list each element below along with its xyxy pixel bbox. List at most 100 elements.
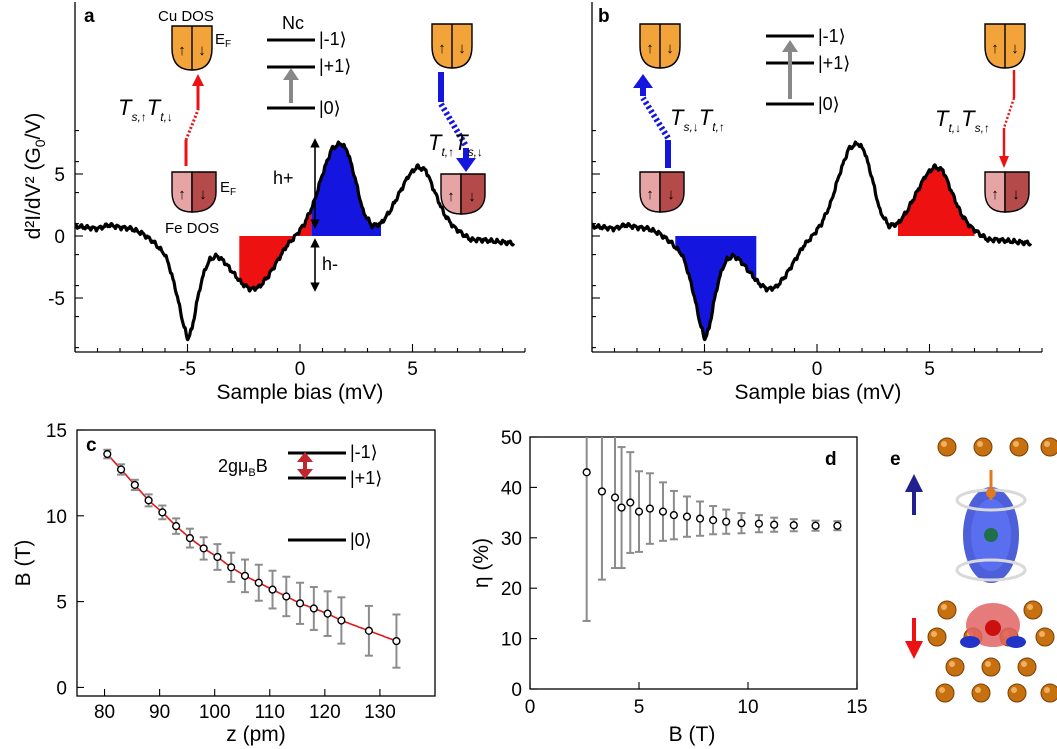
c-level-plus1-label: |+1⟩ [350, 468, 382, 488]
panel-c-ticks: 80 90 100 110 120 130 0 5 10 15 [46, 421, 396, 723]
b-cu-dos-icon-left: ↑ ↓ [639, 23, 681, 69]
b-level-plus1-label: |+1⟩ [818, 53, 850, 73]
fe-dos-icon-right: ↑ ↓ [440, 173, 486, 215]
panel-a-left-process-arrow [184, 74, 204, 166]
copper-atom [1040, 683, 1057, 703]
c-level-0-label: |0⟩ [350, 530, 372, 550]
c-ytick-label: 15 [46, 421, 67, 442]
c-ytick-label: 0 [56, 678, 67, 699]
copper-atom [1040, 437, 1057, 457]
b-fe-dos-icon-left: ↑ ↓ [639, 171, 685, 213]
c-data-point [337, 616, 346, 625]
panel-a-curve [73, 140, 516, 342]
c-level-minus1-label: |-1⟩ [350, 442, 378, 462]
d-data-point [833, 521, 842, 530]
copper-atom [973, 437, 993, 457]
d-ytick-label: 50 [501, 428, 522, 449]
d-data-point [617, 503, 626, 512]
a-ytick-label: -5 [48, 289, 65, 310]
svg-text:↓: ↓ [458, 40, 466, 57]
c-xtick-label: 80 [94, 702, 115, 723]
level-minus1-label: |-1⟩ [319, 29, 347, 49]
svg-text:↑: ↑ [991, 40, 999, 57]
svg-text:↑: ↑ [178, 42, 186, 59]
panel-a: -5 0 5 -5 0 5 a Sample bias (mV) d²I/dV² (G0/… [22, 2, 526, 404]
spin-up-arrow [905, 474, 923, 515]
fe-dos-label: Fe DOS [165, 220, 219, 237]
d-data-point [754, 519, 764, 528]
c-data-point [213, 552, 222, 562]
panel-d-xlabel: B (T) [669, 723, 716, 746]
copper-atom [1007, 683, 1027, 703]
svg-text:↓: ↓ [1011, 40, 1019, 57]
c-data-point [254, 578, 263, 587]
d-xtick-label: 15 [846, 697, 867, 718]
b-level-0-label: |0⟩ [818, 94, 840, 114]
svg-text:↑: ↑ [646, 186, 654, 203]
copper-atom-highlight [975, 687, 981, 693]
panel-d-ticks: 0 5 10 15 0 10 20 30 40 50 [501, 428, 868, 718]
d-data-point [695, 514, 705, 523]
copper-atom-highlight [1021, 661, 1027, 667]
c-data-point [103, 449, 112, 459]
d-xtick-label: 0 [525, 697, 536, 718]
d-data-point [626, 498, 635, 507]
spin-down-arrow [905, 618, 923, 659]
panel-c-label: c [86, 435, 97, 456]
d-data-point [737, 519, 746, 528]
c-ytick-label: 10 [46, 507, 67, 528]
c-data-point [364, 626, 374, 635]
b-level-minus1-label: |-1⟩ [818, 26, 846, 46]
d-ytick-label: 30 [501, 529, 522, 550]
b-left-process-arrow [633, 74, 671, 168]
molecule-spin-density [955, 470, 1027, 648]
cu-dos-icon-right: ↑ ↓ [431, 23, 473, 69]
copper-atom-highlight [985, 661, 991, 667]
panel-e: e [890, 437, 1057, 703]
panel-c: 80 90 100 110 120 130 0 5 10 15 c z (pm) B (T) |-… [12, 421, 436, 746]
d-data-point [582, 468, 591, 477]
panel-c-fit-line [106, 453, 397, 642]
c-data-point [158, 508, 167, 517]
d-data-point [770, 520, 779, 529]
copper-atom [927, 627, 947, 647]
c-data-point [240, 571, 250, 580]
a-ytick-label: 0 [54, 227, 65, 248]
b-right-process-label: Tt,↓Ts,↑ [935, 106, 990, 135]
copper-atom [971, 683, 991, 703]
cu-dos-icon: ↑ ↓ [171, 25, 213, 71]
panel-c-frame [76, 429, 436, 697]
b-filled-region-1 [898, 166, 975, 236]
d-data-point [645, 504, 655, 513]
panel-a-xlabel: Sample bias (mV) [217, 381, 384, 404]
c-data-point [282, 592, 291, 601]
d-data-point [722, 517, 731, 526]
svg-text:↓: ↓ [1012, 186, 1020, 203]
nc-label: Nc [282, 13, 304, 33]
d-ytick-label: 40 [501, 478, 522, 499]
copper-atom-highlight [1027, 604, 1033, 610]
b-cu-dos-icon-right: ↑ ↓ [984, 23, 1026, 69]
svg-text:↑: ↑ [991, 186, 999, 203]
c-data-point [199, 544, 208, 553]
svg-text:↓: ↓ [198, 42, 206, 59]
a-ytick-label: 5 [54, 165, 65, 186]
panel-b-curve [590, 140, 1033, 342]
b-left-process-label: Ts,↓Tt,↑ [670, 105, 725, 134]
copper-atom-highlight [1044, 441, 1050, 447]
c-data-point [227, 563, 236, 572]
c-data-point [172, 522, 181, 531]
c-xtick-label: 110 [255, 702, 285, 723]
a-xtick-label: -5 [179, 359, 196, 380]
panel-e-label: e [890, 449, 901, 470]
b-xtick-label: 5 [924, 359, 935, 380]
zeeman-splitting-arrow [297, 452, 313, 479]
copper-atom [935, 683, 955, 703]
svg-text:↑: ↑ [646, 40, 654, 57]
c-data-point [144, 496, 153, 505]
d-xtick-label: 10 [737, 697, 758, 718]
b-gray-excitation-arrow [782, 40, 798, 99]
copper-atom [945, 657, 965, 677]
copper-atom-highlight [941, 604, 947, 610]
c-data-point [268, 585, 277, 594]
